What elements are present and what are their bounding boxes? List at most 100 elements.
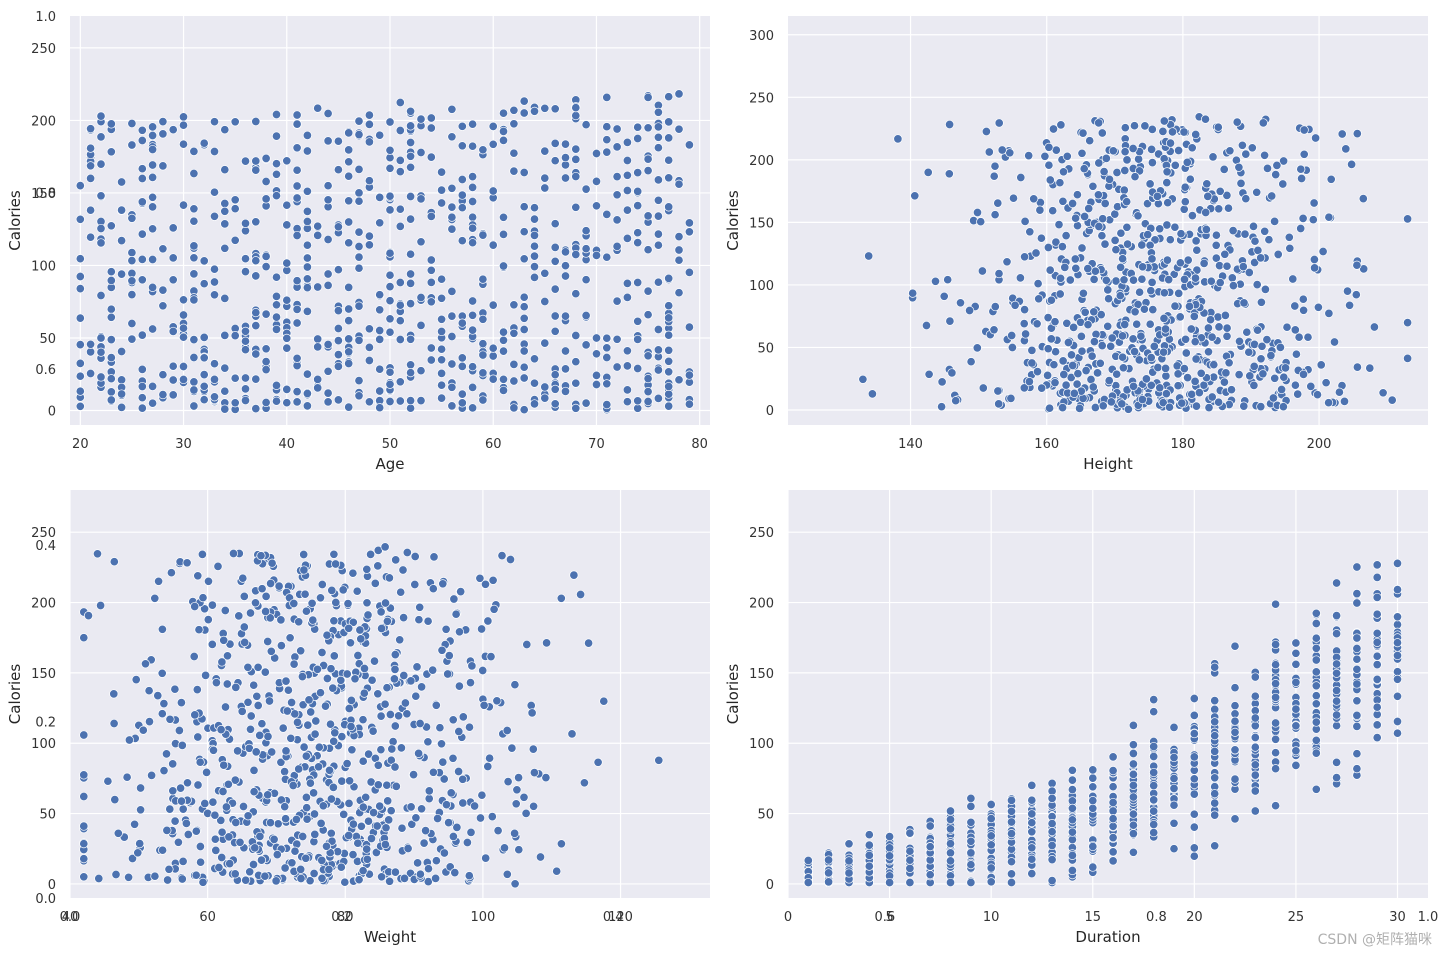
- scatter-point: [406, 368, 416, 378]
- scatter-point: [1250, 760, 1260, 770]
- scatter-point: [148, 122, 158, 132]
- scatter-point: [1149, 707, 1159, 717]
- watermark: CSDN @矩阵猫咪: [1318, 932, 1432, 948]
- scatter-point: [385, 117, 395, 127]
- scatter-point: [1134, 355, 1144, 365]
- scatter-point: [1141, 374, 1151, 384]
- scatter-point: [375, 290, 385, 300]
- scatter-point: [210, 810, 220, 820]
- scatter-point: [310, 829, 320, 839]
- scatter-point: [550, 384, 560, 394]
- scatter-point: [406, 106, 416, 116]
- scatter-point: [337, 732, 347, 742]
- scatter-point: [282, 398, 292, 408]
- scatter-point: [1210, 662, 1220, 672]
- scatter-point: [1250, 691, 1260, 701]
- scatter-point: [168, 125, 178, 135]
- scatter-point: [569, 570, 579, 580]
- scatter-point: [1318, 246, 1328, 257]
- scatter-point: [1271, 734, 1281, 744]
- scatter-point: [984, 147, 994, 157]
- scatter-point: [354, 376, 364, 386]
- scatter-point: [1352, 764, 1362, 774]
- scatter-point: [1308, 215, 1318, 225]
- scatter-point: [178, 200, 189, 210]
- scatter-point: [364, 176, 374, 186]
- scatter-point: [925, 870, 935, 880]
- scatter-point: [281, 746, 291, 756]
- scatter-point: [437, 293, 447, 303]
- scatter-point: [1029, 194, 1039, 204]
- scatter-point: [182, 778, 193, 788]
- scatter-point: [1145, 240, 1155, 250]
- scatter-point: [424, 794, 434, 804]
- scatter-point: [622, 185, 632, 196]
- scatter-point: [353, 838, 363, 848]
- scatter-point: [1089, 337, 1099, 347]
- scatter-point: [664, 367, 674, 377]
- scatter-point: [489, 604, 499, 614]
- scatter-point: [214, 862, 224, 873]
- scatter-point: [117, 236, 127, 246]
- scatter-point: [157, 668, 167, 678]
- scatter-points: [858, 112, 1413, 414]
- scatter-point: [230, 775, 240, 785]
- scatter-point: [329, 651, 339, 661]
- scatter-point: [1189, 311, 1199, 321]
- scatter-point: [344, 798, 354, 808]
- scatter-point: [79, 730, 89, 740]
- scatter-point: [168, 390, 178, 400]
- scatter-point: [1104, 174, 1115, 184]
- scatter-points: [79, 542, 664, 889]
- scatter-point: [1047, 793, 1057, 803]
- scatter-point: [1182, 157, 1192, 167]
- scatter-point: [127, 276, 137, 286]
- scatter-point: [1311, 608, 1321, 618]
- scatter-point: [1332, 668, 1342, 678]
- scatter-point: [1291, 721, 1301, 731]
- scatter-point: [371, 847, 381, 858]
- scatter-point: [358, 802, 368, 812]
- scatter-point: [106, 374, 116, 384]
- scatter-point: [390, 650, 400, 660]
- scatter-point: [1194, 388, 1204, 398]
- scatter-point: [567, 729, 577, 739]
- scatter-point: [1222, 261, 1232, 271]
- x-tick-label: 40: [62, 910, 79, 925]
- scatter-point: [591, 201, 602, 211]
- scatter-point: [222, 679, 232, 689]
- scatter-point: [302, 130, 312, 140]
- scatter-point: [1128, 820, 1138, 830]
- scatter-point: [302, 240, 312, 250]
- scatter-point: [1339, 396, 1350, 406]
- scatter-point: [1392, 638, 1403, 648]
- scatter-point: [509, 328, 519, 338]
- scatter-point: [1230, 716, 1240, 726]
- scatter-point: [157, 624, 167, 634]
- scatter-point: [1108, 766, 1118, 776]
- scatter-point: [986, 877, 996, 887]
- scatter-point: [457, 318, 467, 328]
- scatter-point: [556, 593, 566, 603]
- scatter-point: [189, 352, 199, 363]
- x-tick-label: 60: [199, 910, 216, 925]
- scatter-point: [209, 374, 220, 384]
- scatter-point: [1230, 774, 1240, 784]
- scatter-point: [1372, 628, 1382, 638]
- scatter-point: [1324, 308, 1334, 318]
- scatter-point: [511, 799, 521, 809]
- scatter-point: [203, 576, 214, 586]
- scatter-point: [344, 623, 354, 633]
- scatter-point: [240, 336, 251, 346]
- scatter-point: [253, 662, 263, 672]
- scatter-point: [266, 578, 276, 589]
- scatter-point: [937, 377, 947, 387]
- scatter-point: [96, 333, 106, 343]
- scatter-point: [824, 855, 834, 865]
- scatter-point: [1058, 403, 1068, 413]
- scatter-point: [421, 826, 431, 836]
- scatter-point: [945, 119, 955, 130]
- scatter-point: [323, 195, 333, 205]
- scatter-point: [385, 145, 395, 155]
- scatter-point: [571, 171, 581, 182]
